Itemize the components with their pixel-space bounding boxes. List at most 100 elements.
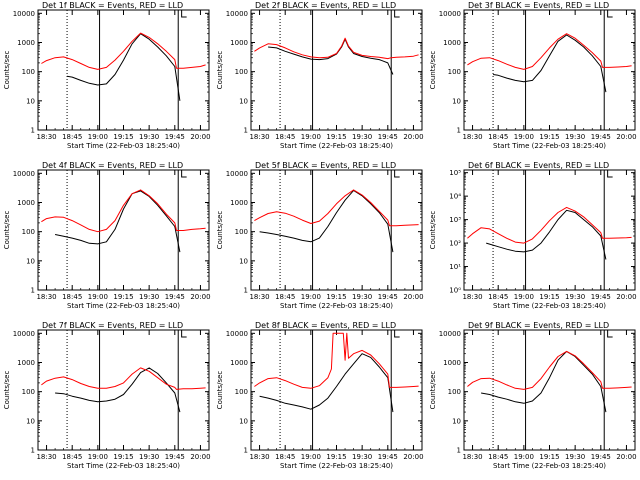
- panel-title: Det 8f BLACK = Events, RED = LLD: [255, 321, 396, 330]
- x-tick-label: 18:45: [275, 133, 295, 141]
- x-tick-label: 18:30: [462, 133, 482, 141]
- series-line-red: [467, 33, 632, 70]
- y-axis-label: Counts/sec: [3, 371, 11, 410]
- y-tick-label: 10³: [449, 216, 461, 224]
- x-tick-label: 18:30: [36, 293, 56, 301]
- x-tick-label: 19:15: [326, 133, 346, 141]
- x-tick-label: 18:30: [36, 453, 56, 461]
- plot-frame: [250, 329, 423, 451]
- plot-frame: [463, 329, 636, 451]
- y-tick-label: 10: [26, 417, 35, 425]
- x-tick-label: 20:00: [190, 453, 210, 461]
- x-tick-label: 18:45: [62, 293, 82, 301]
- y-tick-label: 1: [457, 447, 461, 455]
- panel-title: Det 6f BLACK = Events, RED = LLD: [468, 161, 609, 170]
- series-line-black: [481, 350, 607, 413]
- x-tick-label: 19:45: [165, 293, 185, 301]
- y-tick-label: 100: [448, 388, 461, 396]
- y-tick-label: 10⁰: [449, 287, 461, 295]
- y-tick-label: 10000: [13, 10, 35, 18]
- plot-frame: [37, 329, 210, 451]
- x-tick-label: 18:45: [62, 133, 82, 141]
- x-axis-label: Start Time (22-Feb-03 18:25:40): [280, 142, 393, 150]
- x-tick-label: 18:30: [36, 133, 56, 141]
- plot-frame: [463, 9, 636, 131]
- series-line-red: [467, 350, 632, 390]
- y-tick-label: 1: [31, 287, 35, 295]
- x-tick-label: 19:00: [88, 293, 108, 301]
- y-tick-label: 10: [452, 417, 461, 425]
- x-tick-label: 19:45: [591, 293, 611, 301]
- x-tick-label: 19:00: [88, 453, 108, 461]
- x-tick-label: 18:30: [462, 293, 482, 301]
- y-axis-label: Counts/sec: [3, 211, 11, 250]
- y-tick-label: 100: [22, 228, 35, 236]
- panel-3: Det 3f BLACK = Events, RED = LLD 1 10 100 10…: [429, 1, 637, 150]
- y-tick-label: 10000: [226, 170, 248, 178]
- x-tick-label: 20:00: [403, 133, 423, 141]
- y-tick-label: 10: [239, 417, 248, 425]
- x-tick-label: 18:30: [249, 453, 269, 461]
- y-axis-label: Counts/sec: [216, 371, 224, 410]
- y-axis-label: Counts/sec: [429, 211, 437, 250]
- x-axis-label: Start Time (22-Feb-03 18:25:40): [280, 462, 393, 470]
- panel-8: Det 8f BLACK = Events, RED = LLD 1 10 100 10…: [216, 321, 424, 470]
- y-axis-label: Counts/sec: [216, 51, 224, 90]
- flag-marker: [607, 10, 613, 18]
- x-tick-label: 19:15: [113, 453, 133, 461]
- x-tick-label: 20:00: [616, 453, 636, 461]
- x-axis-label: Start Time (22-Feb-03 18:25:40): [280, 302, 393, 310]
- x-tick-label: 19:45: [378, 293, 398, 301]
- x-tick-label: 20:00: [616, 133, 636, 141]
- y-tick-label: 10000: [439, 330, 461, 338]
- x-tick-label: 19:00: [514, 133, 534, 141]
- x-tick-label: 19:45: [165, 133, 185, 141]
- panel-title: Det 5f BLACK = Events, RED = LLD: [255, 161, 396, 170]
- y-tick-label: 10²: [449, 240, 461, 248]
- x-tick-label: 19:45: [378, 133, 398, 141]
- x-tick-label: 19:00: [301, 133, 321, 141]
- flag-marker: [394, 330, 400, 338]
- series-line-black: [67, 33, 181, 101]
- panel-title: Det 3f BLACK = Events, RED = LLD: [468, 1, 609, 10]
- x-tick-label: 20:00: [190, 293, 210, 301]
- y-tick-label: 10⁵: [449, 169, 461, 177]
- x-tick-label: 18:30: [462, 453, 482, 461]
- y-tick-label: 100: [22, 68, 35, 76]
- y-tick-label: 1: [244, 127, 248, 135]
- panel-9: Det 9f BLACK = Events, RED = LLD 1 10 100 10…: [429, 321, 637, 470]
- x-tick-label: 19:30: [565, 453, 585, 461]
- y-tick-label: 10000: [439, 10, 461, 18]
- x-axis-label: Start Time (22-Feb-03 18:25:40): [493, 462, 606, 470]
- series-line-black: [55, 367, 181, 413]
- y-tick-label: 1000: [17, 39, 35, 47]
- series-line-red: [41, 32, 206, 70]
- flag-marker: [394, 170, 400, 178]
- plot-frame: [37, 9, 210, 131]
- y-tick-label: 1: [31, 447, 35, 455]
- x-tick-label: 20:00: [616, 293, 636, 301]
- x-tick-label: 19:30: [352, 453, 372, 461]
- y-tick-label: 1000: [17, 359, 35, 367]
- y-tick-label: 10000: [13, 330, 35, 338]
- x-tick-label: 19:00: [88, 133, 108, 141]
- x-tick-label: 20:00: [403, 453, 423, 461]
- x-tick-label: 19:30: [139, 293, 159, 301]
- series-line-red: [467, 206, 632, 244]
- x-tick-label: 19:00: [514, 453, 534, 461]
- y-tick-label: 10⁴: [449, 193, 461, 201]
- panel-title: Det 9f BLACK = Events, RED = LLD: [468, 321, 609, 330]
- y-tick-label: 1: [244, 447, 248, 455]
- x-tick-label: 19:30: [139, 453, 159, 461]
- x-tick-label: 19:30: [139, 133, 159, 141]
- flag-marker: [607, 330, 613, 338]
- x-tick-label: 19:00: [514, 293, 534, 301]
- flag-marker: [181, 10, 187, 18]
- x-axis-label: Start Time (22-Feb-03 18:25:40): [493, 302, 606, 310]
- x-tick-label: 19:15: [539, 453, 559, 461]
- y-tick-label: 1000: [230, 359, 248, 367]
- series-line-red: [41, 189, 206, 233]
- panel-7: Det 7f BLACK = Events, RED = LLD 1 10 100 10…: [3, 321, 211, 470]
- y-axis-label: Counts/sec: [216, 211, 224, 250]
- y-axis-label: Counts/sec: [429, 371, 437, 410]
